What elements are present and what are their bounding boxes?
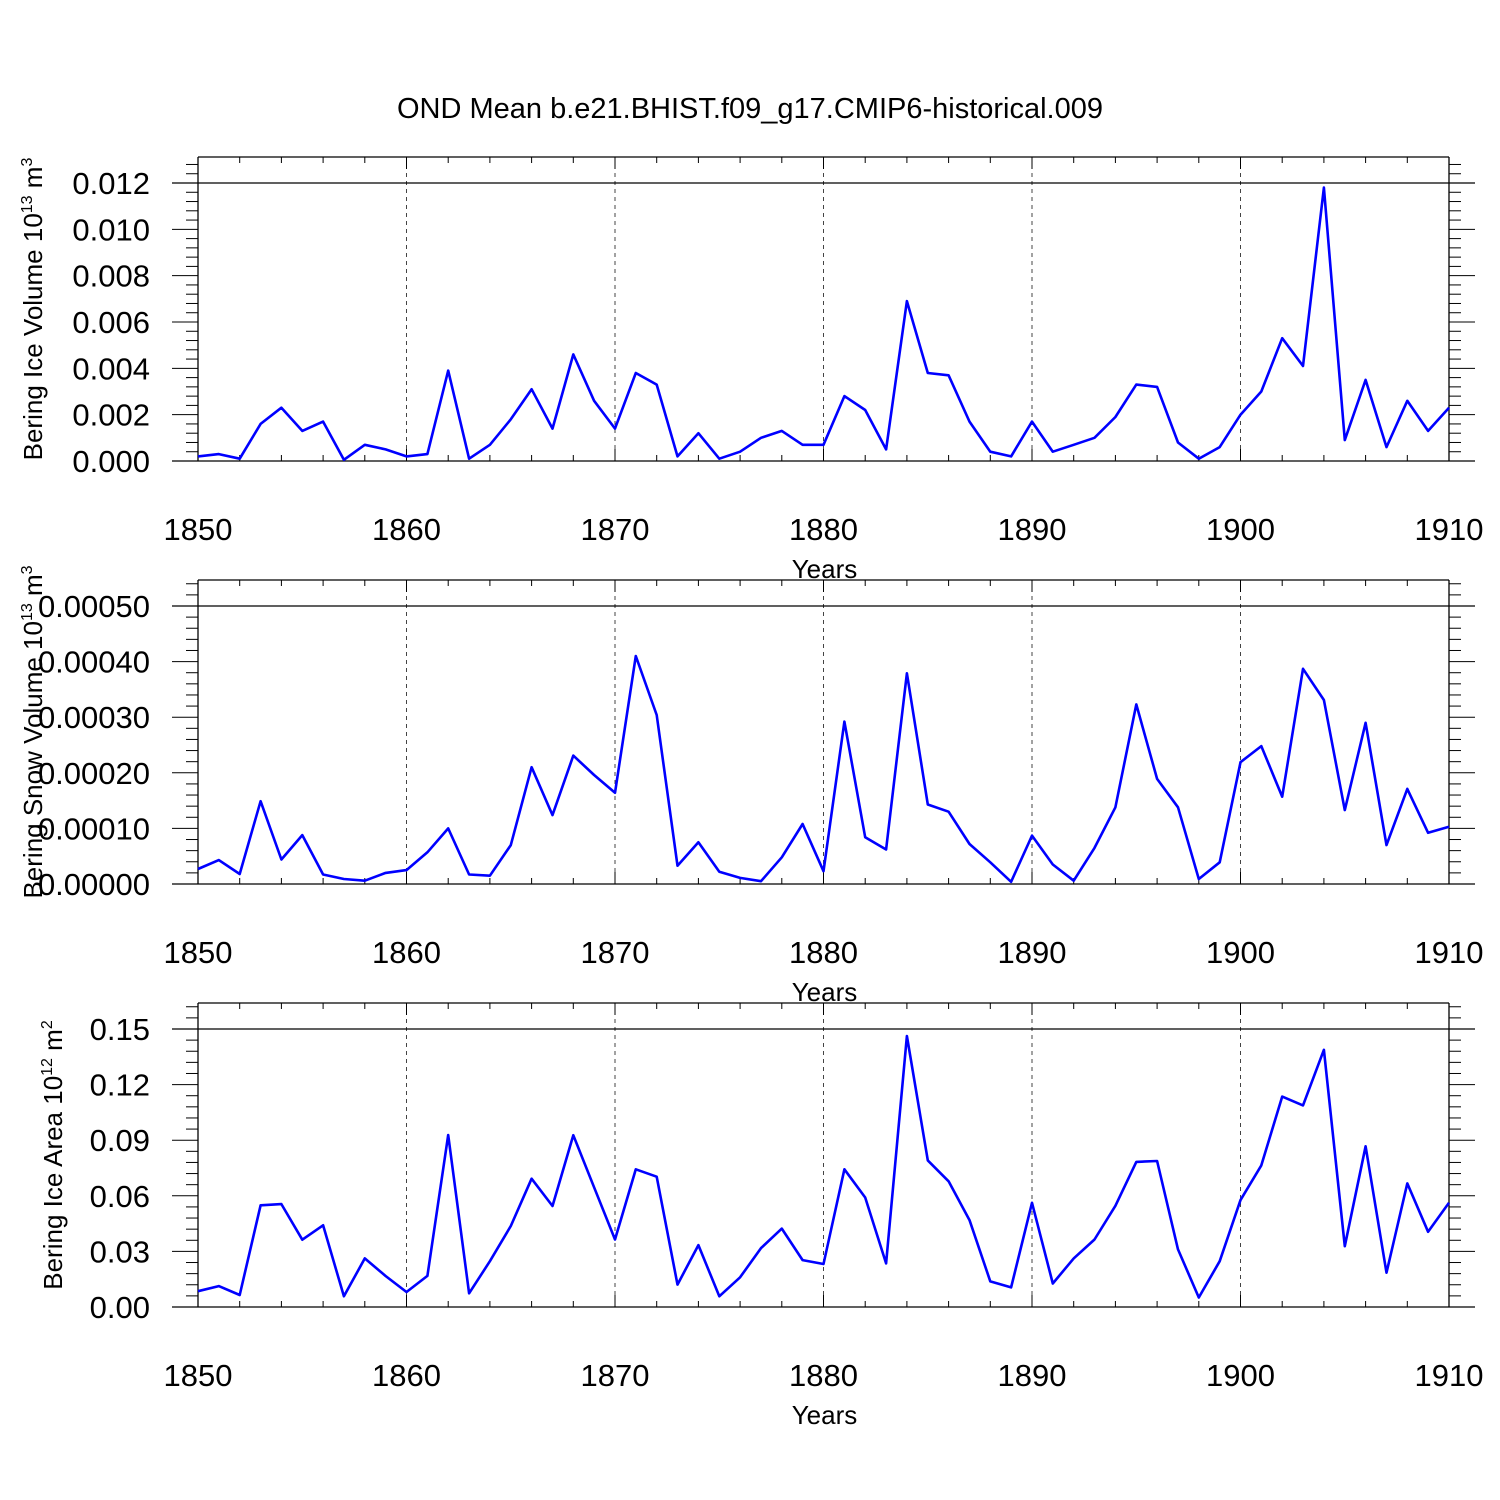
y-tick-label: 0.006 xyxy=(72,305,150,340)
series-line xyxy=(197,186,1450,462)
y-axis-label-sup1: 13 xyxy=(19,195,36,213)
y-tick-label: 0.00020 xyxy=(38,756,150,791)
x-tick-label: 1900 xyxy=(1206,935,1275,970)
x-tick-label: 1850 xyxy=(164,512,233,547)
x-axis-label: Years xyxy=(792,554,858,584)
x-tick-label: 1900 xyxy=(1206,1358,1275,1393)
x-tick-label: 1890 xyxy=(998,512,1067,547)
y-tick-label: 0.012 xyxy=(72,166,150,201)
y-tick-label: 0.008 xyxy=(72,259,150,294)
x-tick-label: 1880 xyxy=(789,935,858,970)
y-axis-label-sup2: 2 xyxy=(39,1020,56,1029)
y-tick-label: 0.00050 xyxy=(38,589,150,624)
panel-1: 0.000 0.002 0.004 0.006 0.008 0.010 0.012 1850 1… xyxy=(18,156,1484,584)
x-tick-label: 1910 xyxy=(1415,1358,1484,1393)
y-tick-label: 0.15 xyxy=(90,1012,150,1047)
x-tick-label: 1890 xyxy=(998,1358,1067,1393)
series-line xyxy=(197,1034,1451,1299)
x-tick-label: 1880 xyxy=(789,512,858,547)
y-axis-label-main: Bering Ice Volume 10 xyxy=(18,213,48,460)
y-axis-label-mid: m xyxy=(18,167,48,196)
chart-title: OND Mean b.e21.BHIST.f09_g17.CMIP6-histo… xyxy=(397,93,1103,125)
y-axis-label: Bering Ice Volume 1013 m3 xyxy=(18,158,48,461)
x-tick-label: 1910 xyxy=(1415,935,1484,970)
series-line xyxy=(197,654,1450,884)
x-tick-label: 1870 xyxy=(581,935,650,970)
x-tick-label: 1870 xyxy=(581,512,650,547)
x-tick-label: 1860 xyxy=(372,1358,441,1393)
y-tick-label: 0.09 xyxy=(90,1123,150,1158)
y-axis-label: Bering Ice Area 1012 m2 xyxy=(38,1020,68,1290)
y-tick-label: 0.000 xyxy=(72,444,150,479)
x-tick-label: 1900 xyxy=(1206,512,1275,547)
panel-2: 0.00000 0.00010 0.00020 0.00030 0.00040 0.000… xyxy=(18,565,1483,1007)
y-axis-label: Bering Snow Volume 1013 m3 xyxy=(18,565,48,898)
x-tick-label: 1880 xyxy=(789,1358,858,1393)
y-tick-label: 0.03 xyxy=(90,1234,150,1269)
x-tick-label: 1860 xyxy=(372,935,441,970)
y-tick-label: 0.00 xyxy=(90,1290,150,1325)
y-axis-label-sup2: 3 xyxy=(19,565,36,574)
x-axis-label: Years xyxy=(792,977,858,1007)
y-axis-label-sup1: 12 xyxy=(39,1058,56,1076)
y-axis-label-main: Bering Ice Area 10 xyxy=(38,1076,68,1290)
y-tick-label: 0.00010 xyxy=(38,811,150,846)
x-tick-label: 1850 xyxy=(164,1358,233,1393)
y-axis-label-mid: m xyxy=(38,1029,68,1058)
panel-3: 0.00 0.03 0.06 0.09 0.12 0.15 1850 1860 1870 1880… xyxy=(38,1002,1484,1430)
x-tick-label: 1890 xyxy=(998,935,1067,970)
x-tick-label: 1870 xyxy=(581,1358,650,1393)
y-tick-label: 0.010 xyxy=(72,212,150,247)
y-tick-label: 0.004 xyxy=(72,351,150,386)
y-tick-label: 0.06 xyxy=(90,1179,150,1214)
x-axis-label: Years xyxy=(792,1400,858,1430)
y-axis-label-main: Bering Snow Volume 10 xyxy=(18,621,48,899)
y-tick-label: 0.00000 xyxy=(38,867,150,902)
x-tick-label: 1850 xyxy=(164,935,233,970)
y-axis-label-sup1: 13 xyxy=(19,603,36,621)
y-tick-label: 0.12 xyxy=(90,1068,150,1103)
x-tick-label: 1860 xyxy=(372,512,441,547)
y-tick-label: 0.002 xyxy=(72,398,150,433)
y-tick-label: 0.00040 xyxy=(38,645,150,680)
y-tick-label: 0.00030 xyxy=(38,700,150,735)
x-tick-label: 1910 xyxy=(1415,512,1484,547)
y-axis-label-mid: m xyxy=(18,574,48,603)
y-axis-label-sup2: 3 xyxy=(19,158,36,167)
